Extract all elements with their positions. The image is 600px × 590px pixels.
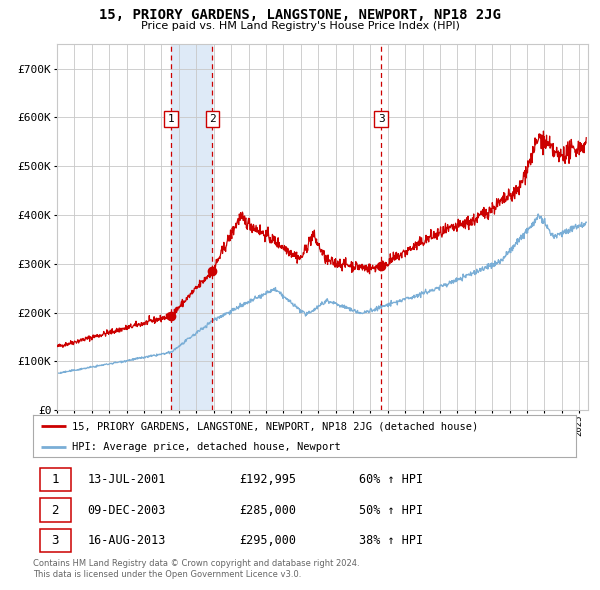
- Text: HPI: Average price, detached house, Newport: HPI: Average price, detached house, Newp…: [72, 442, 341, 451]
- Text: 13-JUL-2001: 13-JUL-2001: [88, 473, 166, 486]
- Bar: [171, 44, 212, 410]
- Text: 3: 3: [52, 534, 59, 547]
- Text: 2: 2: [52, 503, 59, 517]
- FancyBboxPatch shape: [40, 468, 71, 491]
- Text: 3: 3: [378, 114, 385, 124]
- Text: 1: 1: [167, 114, 174, 124]
- Text: 50% ↑ HPI: 50% ↑ HPI: [359, 503, 423, 517]
- Text: 2: 2: [209, 114, 216, 124]
- Text: £192,995: £192,995: [239, 473, 296, 486]
- FancyBboxPatch shape: [40, 498, 71, 522]
- Text: 15, PRIORY GARDENS, LANGSTONE, NEWPORT, NP18 2JG (detached house): 15, PRIORY GARDENS, LANGSTONE, NEWPORT, …: [72, 421, 478, 431]
- Text: 1: 1: [52, 473, 59, 486]
- Text: 15, PRIORY GARDENS, LANGSTONE, NEWPORT, NP18 2JG: 15, PRIORY GARDENS, LANGSTONE, NEWPORT, …: [99, 8, 501, 22]
- Text: £285,000: £285,000: [239, 503, 296, 517]
- Text: 09-DEC-2003: 09-DEC-2003: [88, 503, 166, 517]
- Text: 38% ↑ HPI: 38% ↑ HPI: [359, 534, 423, 547]
- Text: £295,000: £295,000: [239, 534, 296, 547]
- Text: Price paid vs. HM Land Registry's House Price Index (HPI): Price paid vs. HM Land Registry's House …: [140, 21, 460, 31]
- Text: Contains HM Land Registry data © Crown copyright and database right 2024.
This d: Contains HM Land Registry data © Crown c…: [33, 559, 359, 579]
- FancyBboxPatch shape: [40, 529, 71, 552]
- Text: 60% ↑ HPI: 60% ↑ HPI: [359, 473, 423, 486]
- Text: 16-AUG-2013: 16-AUG-2013: [88, 534, 166, 547]
